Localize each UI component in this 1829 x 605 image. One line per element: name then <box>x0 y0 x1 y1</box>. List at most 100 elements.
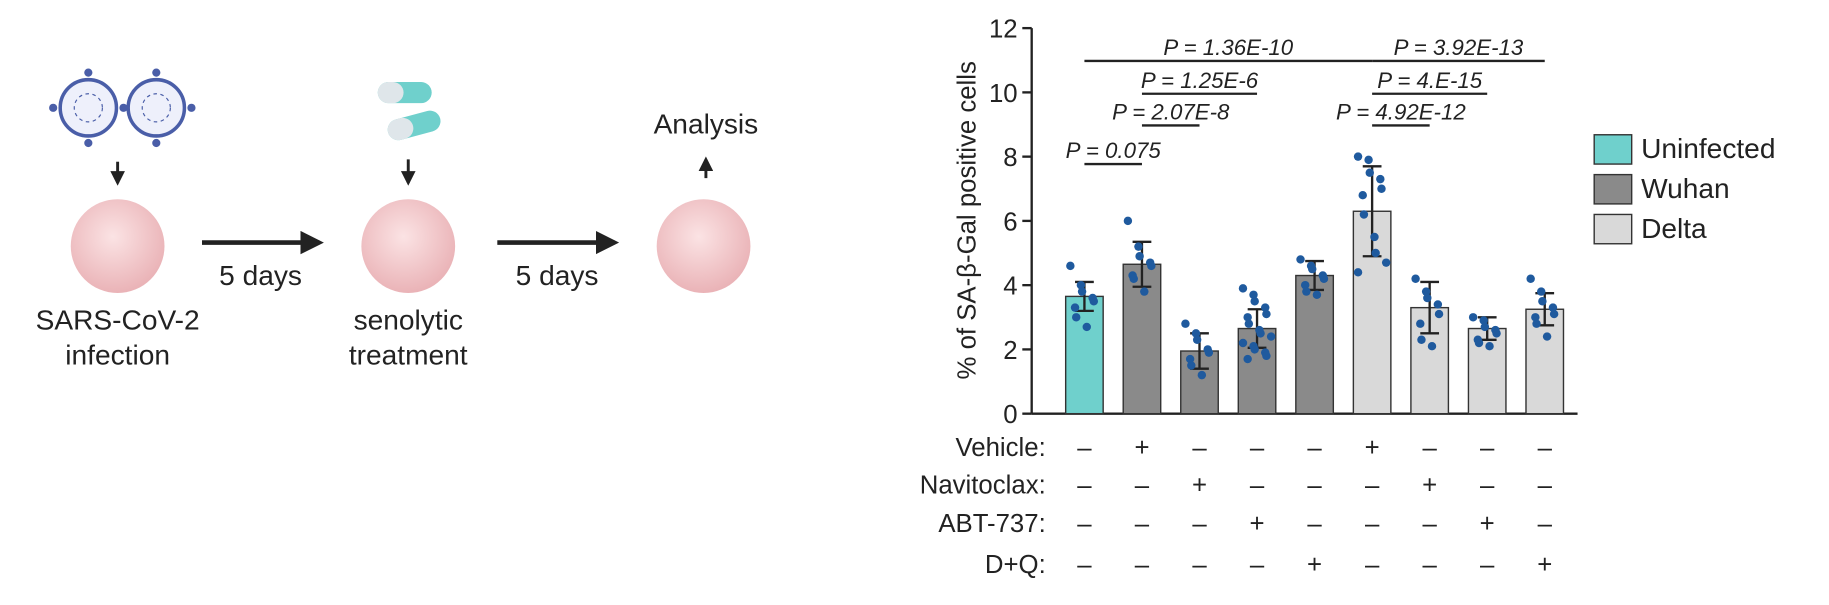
treatment-sign: – <box>1365 471 1380 499</box>
data-point <box>1411 274 1420 283</box>
treatment-sign: – <box>1422 551 1437 579</box>
data-point <box>1296 255 1305 264</box>
data-point <box>1238 284 1248 293</box>
treatment-sign: – <box>1422 434 1437 462</box>
p-value: P = 2.07E-8 <box>1112 100 1230 125</box>
row-label: Vehicle: <box>956 434 1046 462</box>
treatment-sign: – <box>1250 551 1265 579</box>
data-point <box>1076 280 1086 290</box>
legend-label: Delta <box>1641 213 1707 244</box>
data-point <box>1129 274 1138 283</box>
treatment-sign: – <box>1135 551 1150 579</box>
data-point <box>1542 332 1552 341</box>
p-value: P = 3.92E-13 <box>1394 35 1524 60</box>
data-point <box>1238 338 1248 348</box>
step-label: senolytic <box>354 304 463 335</box>
data-point <box>1082 322 1091 332</box>
data-point <box>1353 268 1363 277</box>
p-value: P = 4.92E-12 <box>1336 100 1466 125</box>
interval-label: 5 days <box>516 260 599 291</box>
step-label: infection <box>65 339 170 370</box>
data-point <box>1072 313 1081 322</box>
data-point <box>1365 168 1374 177</box>
data-point <box>1417 335 1426 344</box>
y-tick-label: 0 <box>1003 401 1017 429</box>
data-point <box>1243 354 1252 364</box>
data-point <box>1370 232 1379 242</box>
step-label: treatment <box>349 339 468 370</box>
data-point <box>1433 300 1443 309</box>
treatment-sign: – <box>1250 434 1265 462</box>
interval-label: 5 days <box>219 260 302 291</box>
y-tick-label: 10 <box>989 80 1018 108</box>
treatment-sign: – <box>1077 510 1092 538</box>
treatment-sign: – <box>1135 471 1150 499</box>
treatment-sign: – <box>1538 471 1553 499</box>
data-point <box>1204 348 1214 357</box>
data-point <box>1353 152 1363 161</box>
data-point <box>1376 174 1385 184</box>
data-point <box>1077 287 1087 296</box>
treatment-sign: – <box>1480 434 1495 462</box>
organoid <box>70 199 165 293</box>
data-point <box>1538 297 1547 306</box>
data-point <box>1434 309 1444 319</box>
data-point <box>1531 313 1540 322</box>
data-point <box>1181 319 1190 328</box>
schematic: 5 days 5 days SARS-CoV-2 infection senol… <box>36 68 758 370</box>
data-point <box>1140 287 1149 296</box>
treatment-sign: – <box>1192 510 1207 538</box>
treatment-sign: + <box>1480 510 1495 538</box>
legend-swatch <box>1593 173 1633 205</box>
data-point <box>1308 264 1317 274</box>
data-point <box>1262 351 1271 361</box>
data-point <box>1261 303 1270 312</box>
legend-label: Wuhan <box>1641 173 1730 204</box>
data-point <box>1526 274 1535 283</box>
data-point <box>1187 361 1196 370</box>
data-point <box>1548 303 1558 312</box>
treatment-sign: – <box>1192 434 1207 462</box>
data-point <box>1256 329 1265 338</box>
data-point <box>1249 290 1258 300</box>
treatment-sign: – <box>1307 434 1322 462</box>
data-point <box>1492 329 1501 338</box>
y-axis-label: % of SA-β-Gal positive cells <box>953 61 981 379</box>
data-point <box>1250 297 1259 306</box>
treatment-sign: – <box>1480 551 1495 579</box>
treatment-sign: – <box>1538 434 1553 462</box>
data-point <box>1192 335 1202 344</box>
treatment-sign: – <box>1538 510 1553 538</box>
data-point <box>1123 216 1133 226</box>
treatment-sign: – <box>1365 551 1380 579</box>
legend-label: Uninfected <box>1641 133 1775 164</box>
treatment-sign: – <box>1192 551 1207 579</box>
data-point <box>1070 303 1080 312</box>
treatment-sign: – <box>1135 510 1150 538</box>
data-point <box>1312 290 1322 300</box>
treatment-sign: – <box>1077 551 1092 579</box>
legend-swatch <box>1593 213 1633 245</box>
treatment-sign: + <box>1307 551 1322 579</box>
treatment-sign: + <box>1422 471 1437 499</box>
data-point <box>1262 309 1271 319</box>
data-point <box>1537 287 1546 296</box>
data-point <box>1319 274 1329 283</box>
data-point <box>1421 287 1431 296</box>
p-value: P = 1.25E-6 <box>1141 68 1259 93</box>
data-point <box>1266 332 1276 341</box>
data-point <box>1134 242 1143 251</box>
data-point <box>1244 319 1254 328</box>
bar <box>1064 295 1104 415</box>
p-value: P = 0.075 <box>1066 138 1162 163</box>
data-point <box>1359 210 1369 219</box>
y-tick-label: 4 <box>1003 273 1017 301</box>
treatment-sign: – <box>1250 471 1265 499</box>
bar <box>1295 274 1335 415</box>
y-tick-label: 8 <box>1003 144 1017 172</box>
treatment-sign: – <box>1422 510 1437 538</box>
y-tick-label: 12 <box>989 16 1018 44</box>
data-point <box>1197 370 1207 380</box>
